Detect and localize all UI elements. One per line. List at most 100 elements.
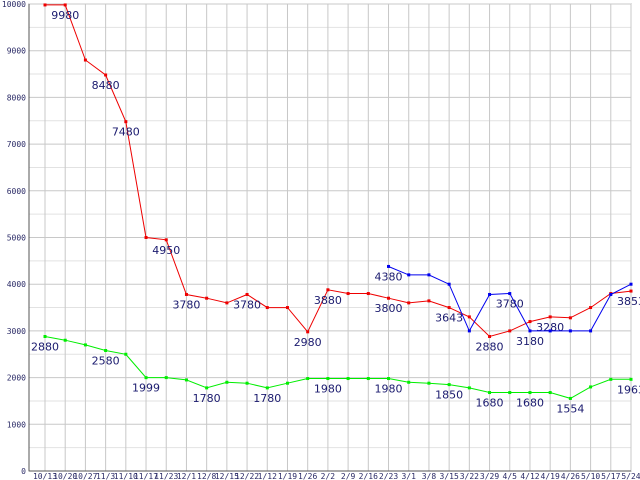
x-tick-label: 1/26 xyxy=(298,472,317,480)
series-line xyxy=(44,336,631,399)
x-tick-label: 3/15 xyxy=(440,472,459,480)
y-tick-label: 4000 xyxy=(7,280,26,289)
series-point xyxy=(427,299,431,303)
data-label: 1850 xyxy=(435,389,463,402)
series-point xyxy=(104,73,108,77)
data-label: 1780 xyxy=(193,392,221,405)
series-point xyxy=(467,329,471,333)
series-point xyxy=(589,329,593,333)
y-tick-label: 8000 xyxy=(7,93,26,102)
y-tick-label: 5000 xyxy=(7,234,26,243)
data-label: 3800 xyxy=(375,302,403,315)
series-point xyxy=(104,349,108,353)
data-label: 4380 xyxy=(375,270,403,283)
series-point xyxy=(447,383,451,387)
data-label: 8480 xyxy=(92,79,120,92)
series-point xyxy=(205,296,209,300)
series-point xyxy=(124,120,128,124)
data-label: 9980 xyxy=(51,9,79,22)
y-tick-label: 1000 xyxy=(7,420,26,429)
data-label: 1680 xyxy=(516,397,544,410)
series-point xyxy=(548,391,552,395)
series-point xyxy=(427,381,431,385)
x-tick-label: 3/8 xyxy=(422,472,437,480)
data-label: 2980 xyxy=(294,336,322,349)
series-point xyxy=(184,292,188,296)
y-tick-label: 9000 xyxy=(7,47,26,56)
x-tick-label: 10/13 xyxy=(33,472,57,480)
series-point xyxy=(306,330,310,334)
series-point xyxy=(346,292,350,296)
series-point xyxy=(629,377,633,381)
series-point xyxy=(488,335,492,339)
data-label: 3780 xyxy=(233,298,261,311)
series-point xyxy=(346,377,350,381)
series-point xyxy=(467,386,471,390)
data-label: 1780 xyxy=(253,392,281,405)
x-tick-label: 4/19 xyxy=(541,472,560,480)
x-tick-label: 5/17 xyxy=(601,472,620,480)
x-tick-label: 5/10 xyxy=(581,472,600,480)
series-point xyxy=(285,381,289,385)
series-point xyxy=(488,391,492,395)
data-label: 1980 xyxy=(375,383,403,396)
data-label: 1980 xyxy=(314,383,342,396)
y-tick-label: 6000 xyxy=(7,187,26,196)
y-tick-label: 7000 xyxy=(7,140,26,149)
series-point xyxy=(589,306,593,310)
series-point xyxy=(548,315,552,319)
series-point xyxy=(387,296,391,300)
series-point xyxy=(63,338,67,342)
x-tick-label: 4/12 xyxy=(520,472,539,480)
series-point xyxy=(528,320,532,324)
x-tick-label: 11/3 xyxy=(96,472,115,480)
x-tick-label: 2/2 xyxy=(321,472,336,480)
data-label: 1999 xyxy=(132,382,160,395)
series-point xyxy=(508,391,512,395)
x-tick-label: 11/23 xyxy=(154,472,178,480)
series-point xyxy=(265,306,269,310)
series-point xyxy=(306,377,310,381)
data-label: 2880 xyxy=(476,341,504,354)
series-point xyxy=(609,292,613,296)
x-tick-label: 10/27 xyxy=(73,472,97,480)
x-tick-label: 2/23 xyxy=(379,472,398,480)
series-point xyxy=(629,289,633,293)
series-point xyxy=(548,329,552,333)
x-tick-label: 3/22 xyxy=(460,472,479,480)
series-point xyxy=(407,380,411,384)
data-label: 3180 xyxy=(516,335,544,348)
series-point xyxy=(326,288,330,292)
series-point xyxy=(245,381,249,385)
data-label: 2580 xyxy=(92,355,120,368)
x-tick-label: 11/10 xyxy=(114,472,138,480)
series-point xyxy=(467,315,471,319)
series-point xyxy=(124,352,128,356)
x-tick-label: 10/20 xyxy=(53,472,77,480)
y-tick-label: 10000 xyxy=(2,0,26,9)
series-point xyxy=(528,391,532,395)
series-point xyxy=(83,58,87,62)
series-point xyxy=(164,376,168,380)
data-label: 3880 xyxy=(314,294,342,307)
series-point xyxy=(205,386,209,390)
series-point xyxy=(568,396,572,400)
series-point xyxy=(528,329,532,333)
x-tick-label: 4/5 xyxy=(503,472,518,480)
series-point xyxy=(508,329,512,333)
series-point xyxy=(83,343,87,347)
series-line xyxy=(45,4,632,338)
data-label: 1554 xyxy=(556,402,584,415)
x-tick-label: 3/29 xyxy=(480,472,499,480)
x-tick-label: 11/17 xyxy=(134,472,158,480)
series-point xyxy=(164,238,168,242)
data-label: 3780 xyxy=(172,298,200,311)
series-point xyxy=(43,335,47,339)
series-point xyxy=(144,236,148,239)
data-label: 4950 xyxy=(152,244,180,257)
series-point xyxy=(427,273,431,277)
series-point xyxy=(568,329,572,333)
data-label: 1963 xyxy=(617,383,640,396)
series-point xyxy=(568,316,572,320)
